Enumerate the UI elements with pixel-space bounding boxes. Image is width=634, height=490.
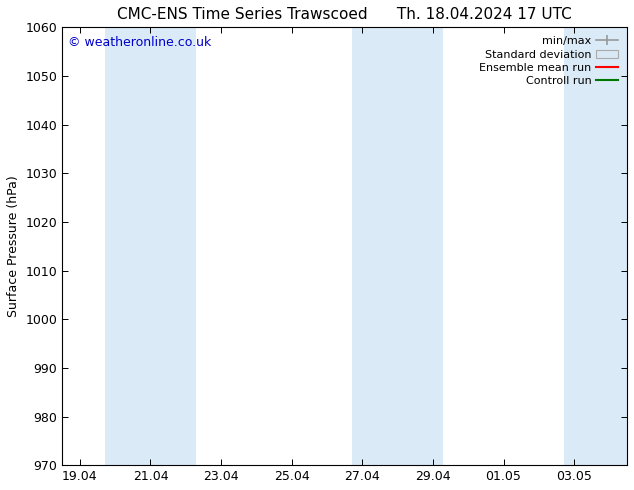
Legend: min/max, Standard deviation, Ensemble mean run, Controll run: min/max, Standard deviation, Ensemble me…: [476, 33, 621, 90]
Bar: [564, 27, 627, 465]
Y-axis label: Surface Pressure (hPa): Surface Pressure (hPa): [7, 175, 20, 317]
Bar: [105, 27, 197, 465]
Title: CMC-ENS Time Series Trawscoed      Th. 18.04.2024 17 UTC: CMC-ENS Time Series Trawscoed Th. 18.04.…: [117, 7, 572, 22]
Bar: [352, 27, 444, 465]
Text: © weatheronline.co.uk: © weatheronline.co.uk: [68, 36, 211, 49]
